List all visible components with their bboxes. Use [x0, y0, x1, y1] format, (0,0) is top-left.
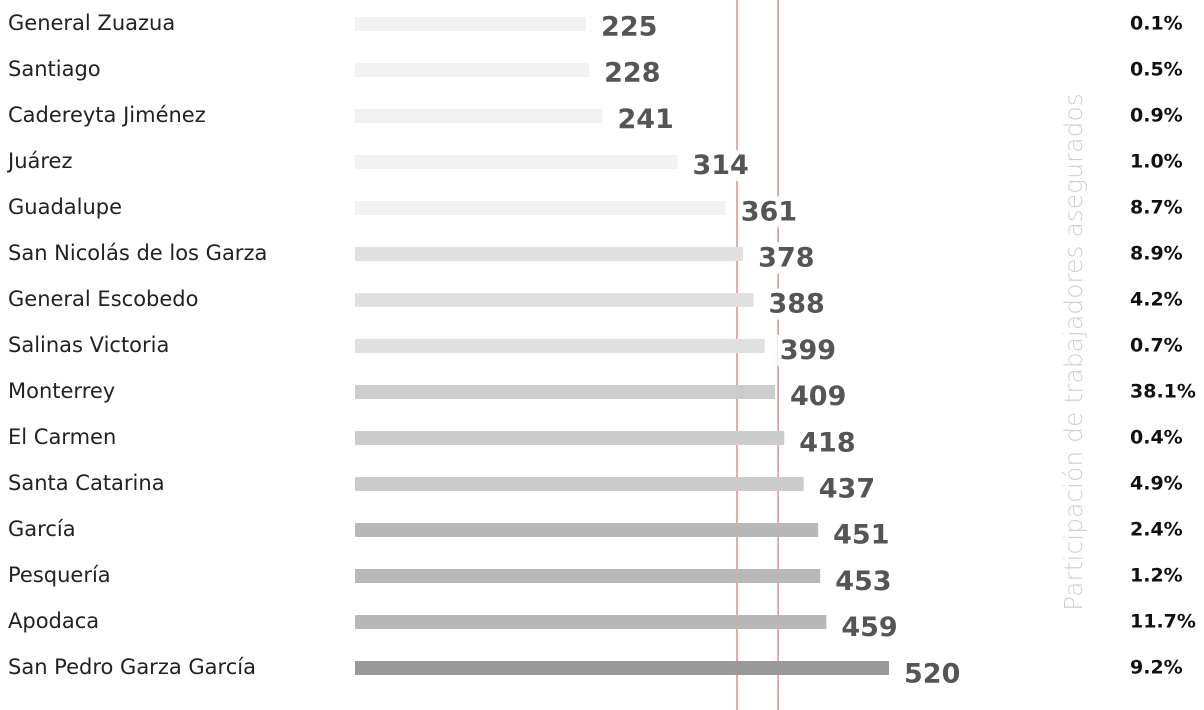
share-title: Participación de trabajadores asegurados [1059, 93, 1088, 611]
category-label: Cadereyta Jiménez [8, 103, 206, 127]
value-label-bg [833, 565, 894, 597]
category-label: El Carmen [8, 425, 116, 449]
value-label-bg [602, 57, 663, 89]
value-label: 241 [617, 104, 673, 135]
share-label: 4.9% [1130, 473, 1183, 495]
category-label: Juárez [6, 149, 73, 173]
value-label: 459 [841, 612, 897, 643]
value-label: 361 [741, 196, 797, 227]
share-label: 0.5% [1130, 59, 1183, 81]
share-label: 1.0% [1130, 151, 1183, 173]
value-label: 418 [799, 427, 855, 458]
value-label: 451 [833, 520, 889, 551]
category-label: General Zuazua [8, 11, 175, 35]
value-label: 453 [835, 566, 891, 597]
share-label: 1.2% [1130, 565, 1183, 587]
bar [355, 569, 821, 583]
value-label: 228 [604, 58, 660, 89]
value-label: 314 [692, 150, 748, 181]
value-label-bg [902, 658, 963, 690]
share-label: 0.9% [1130, 105, 1183, 127]
category-label: Santiago [8, 57, 101, 81]
value-label-bg [777, 334, 839, 366]
value-label: 520 [904, 658, 960, 689]
category-label: San Nicolás de los Garza [8, 241, 267, 265]
share-label: 9.2% [1130, 657, 1183, 679]
value-label: 399 [780, 335, 836, 366]
share-label: 8.7% [1130, 197, 1183, 219]
value-label: 409 [790, 381, 846, 412]
value-label-bg [615, 103, 676, 135]
bar [355, 109, 603, 123]
category-label: Pesquería [8, 563, 111, 587]
bar [355, 17, 587, 31]
share-label: 11.7% [1130, 611, 1196, 633]
bar [355, 293, 754, 307]
bar [355, 477, 804, 491]
category-label: San Pedro Garza García [8, 655, 256, 679]
category-label: Apodaca [8, 609, 99, 633]
bar [355, 661, 889, 675]
category-label: Salinas Victoria [8, 333, 169, 357]
value-label-bg [599, 11, 660, 43]
bar [355, 431, 785, 445]
value-label-bg [816, 473, 878, 505]
share-label: 4.2% [1130, 289, 1183, 311]
category-label: Guadalupe [8, 195, 122, 219]
value-label: 437 [819, 474, 875, 505]
bar [355, 155, 678, 169]
value-label-bg [839, 612, 900, 644]
value-label-bg [788, 381, 849, 413]
value-label-bg [738, 196, 800, 228]
bar [355, 339, 765, 353]
value-label: 378 [758, 243, 814, 274]
value-label: 388 [768, 289, 824, 320]
share-label: 0.7% [1130, 335, 1183, 357]
bar [355, 615, 827, 629]
bar [355, 63, 590, 77]
category-label: Monterrey [8, 379, 115, 403]
value-label-bg [831, 519, 892, 551]
category-label: Santa Catarina [8, 471, 165, 495]
bar [355, 385, 776, 399]
bar [355, 247, 744, 261]
value-label: 225 [601, 12, 657, 43]
value-label-bg [690, 150, 751, 182]
category-label: General Escobedo [8, 287, 198, 311]
value-label-bg [766, 288, 827, 320]
share-label: 0.4% [1130, 427, 1183, 449]
category-label: García [8, 517, 76, 541]
share-label: 8.9% [1130, 243, 1183, 265]
share-label: 38.1% [1130, 381, 1196, 403]
bar [355, 201, 726, 215]
share-label: 0.1% [1130, 13, 1183, 35]
value-label-bg [797, 427, 858, 459]
value-label-bg [756, 242, 817, 274]
share-label: 2.4% [1130, 519, 1183, 541]
bar [355, 523, 819, 537]
